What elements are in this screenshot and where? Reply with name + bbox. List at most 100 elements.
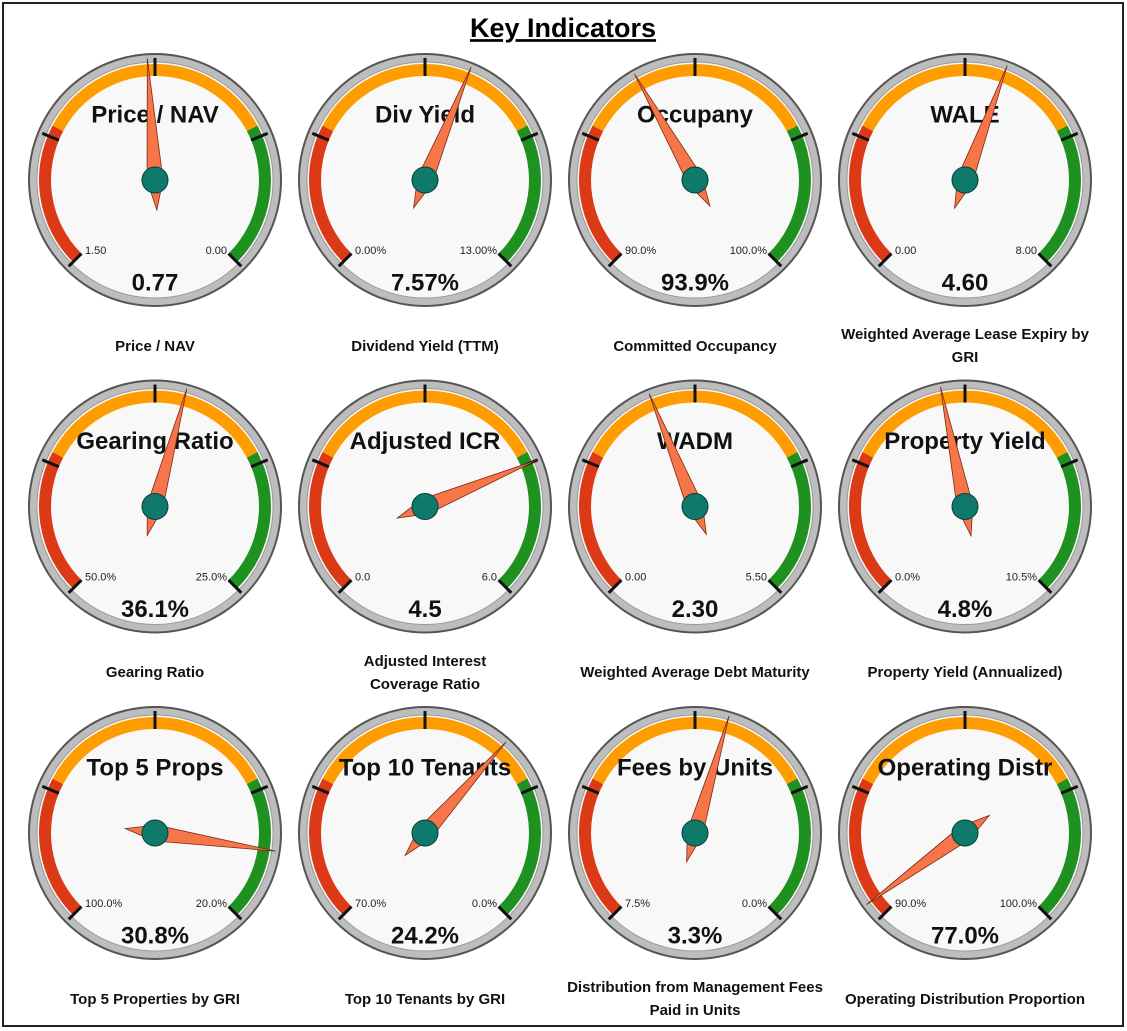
gauge-tick bbox=[767, 905, 783, 921]
gauge-band bbox=[309, 778, 352, 916]
min-label: 50.0% bbox=[85, 571, 116, 583]
max-label: 100.0% bbox=[730, 245, 768, 257]
needle-hub bbox=[951, 166, 979, 194]
min-label: 0.0 bbox=[355, 571, 370, 583]
gauge-caption: Operating Distribution Proportion bbox=[845, 990, 1085, 1008]
min-label: 90.0% bbox=[625, 245, 656, 257]
max-label: 0.0% bbox=[472, 898, 497, 910]
gauge-title: Adjusted ICR bbox=[350, 428, 501, 455]
min-label: 7.5% bbox=[625, 898, 650, 910]
gauge-band bbox=[1038, 125, 1081, 263]
min-label: 0.0% bbox=[895, 571, 920, 583]
gauge-caption: Top 5 Properties by GRI bbox=[70, 990, 240, 1008]
gauge-band bbox=[309, 452, 352, 589]
max-label: 0.0% bbox=[742, 898, 767, 910]
gauge-tick bbox=[250, 131, 269, 142]
value-label: 4.5 bbox=[408, 596, 441, 623]
min-label: 0.00% bbox=[355, 245, 386, 257]
max-label: 6.0 bbox=[482, 571, 497, 583]
value-label: 7.57% bbox=[391, 269, 459, 296]
gauge-tick bbox=[790, 458, 809, 469]
gauge-tick bbox=[250, 784, 269, 795]
needle-hub bbox=[951, 819, 979, 847]
gauge-band bbox=[39, 125, 82, 263]
needle-hub bbox=[681, 493, 709, 520]
gauge-band bbox=[39, 452, 82, 589]
gauge-tick bbox=[67, 905, 83, 921]
min-label: 0.00 bbox=[895, 245, 916, 257]
max-label: 0.00 bbox=[206, 245, 227, 257]
min-label: 70.0% bbox=[355, 898, 386, 910]
gauge-tick bbox=[311, 784, 330, 795]
gauge-tick bbox=[1060, 131, 1079, 142]
gauge-caption: Property Yield (Annualized) bbox=[867, 664, 1063, 681]
gauge-band bbox=[228, 452, 271, 589]
gauge-tick bbox=[1037, 252, 1053, 268]
gauge-band bbox=[579, 125, 622, 263]
gauge-tick bbox=[311, 458, 330, 469]
gauge-tick bbox=[337, 578, 353, 594]
max-label: 10.5% bbox=[1006, 571, 1037, 583]
min-label: 1.50 bbox=[85, 245, 106, 257]
needle-hub bbox=[951, 493, 979, 520]
gauge-tick bbox=[497, 905, 513, 921]
min-label: 100.0% bbox=[85, 898, 123, 910]
gauge-band bbox=[768, 778, 811, 916]
value-label: 93.9% bbox=[661, 269, 729, 296]
value-label: 24.2% bbox=[391, 922, 459, 949]
gauge-band bbox=[498, 778, 541, 916]
gauge-title: Div Yield bbox=[375, 101, 475, 128]
gauge-band bbox=[498, 452, 541, 589]
gauge-title: Operating Distr bbox=[878, 754, 1053, 781]
needle-hub bbox=[141, 166, 169, 194]
gauge-tick bbox=[1060, 784, 1079, 795]
gauge-tick bbox=[1060, 458, 1079, 469]
gauge-caption: Weighted Average Debt Maturity bbox=[580, 664, 810, 681]
value-label: 77.0% bbox=[931, 922, 999, 949]
gauge-tick bbox=[67, 578, 83, 594]
gauge-tick bbox=[227, 252, 243, 268]
gauge-tick bbox=[877, 252, 893, 268]
gauge-tick bbox=[497, 252, 513, 268]
gauge-tick bbox=[790, 131, 809, 142]
gauge-caption: Distribution from Management Fees Paid i… bbox=[567, 979, 823, 1019]
gauge-band bbox=[1038, 778, 1081, 916]
gauge-caption: Top 10 Tenants by GRI bbox=[344, 990, 506, 1008]
needle-hub bbox=[141, 819, 169, 847]
gauge-tick bbox=[337, 252, 353, 268]
gauge-tick bbox=[520, 784, 539, 795]
gauge-caption: Committed Occupancy bbox=[613, 337, 777, 355]
gauge-tick bbox=[607, 905, 623, 921]
gauge-band bbox=[309, 125, 352, 263]
needle-hub bbox=[411, 819, 439, 847]
gauge-band bbox=[579, 778, 622, 916]
gauge-caption: Price / NAV bbox=[115, 337, 195, 355]
gauge-tick bbox=[227, 905, 243, 921]
max-label: 25.0% bbox=[196, 571, 227, 583]
gauge-tick bbox=[41, 131, 60, 142]
gauge-tick bbox=[67, 252, 83, 268]
gauge-band bbox=[768, 125, 811, 263]
page-title: Key Indicators bbox=[470, 13, 656, 43]
needle-hub bbox=[141, 493, 169, 520]
value-label: 36.1% bbox=[121, 596, 189, 623]
gauge-caption: Weighted Average Lease Expiry by GRI bbox=[841, 326, 1089, 366]
gauge-tick bbox=[41, 458, 60, 469]
gauge-tick bbox=[497, 578, 513, 594]
gauge-tick bbox=[41, 784, 60, 795]
gauge-tick bbox=[877, 578, 893, 594]
gauge-band bbox=[849, 125, 892, 263]
gauge-band bbox=[768, 452, 811, 589]
gauge-title: Gearing Ratio bbox=[76, 428, 233, 455]
gauge-tick bbox=[851, 784, 870, 795]
gauge-tick bbox=[1037, 578, 1053, 594]
gauge-band bbox=[39, 778, 82, 916]
gauge-tick bbox=[337, 905, 353, 921]
gauge-tick bbox=[767, 578, 783, 594]
gauge-band bbox=[228, 125, 271, 263]
gauge-title: Property Yield bbox=[884, 428, 1045, 455]
gauge-band bbox=[849, 452, 892, 589]
gauge-tick bbox=[877, 905, 893, 921]
